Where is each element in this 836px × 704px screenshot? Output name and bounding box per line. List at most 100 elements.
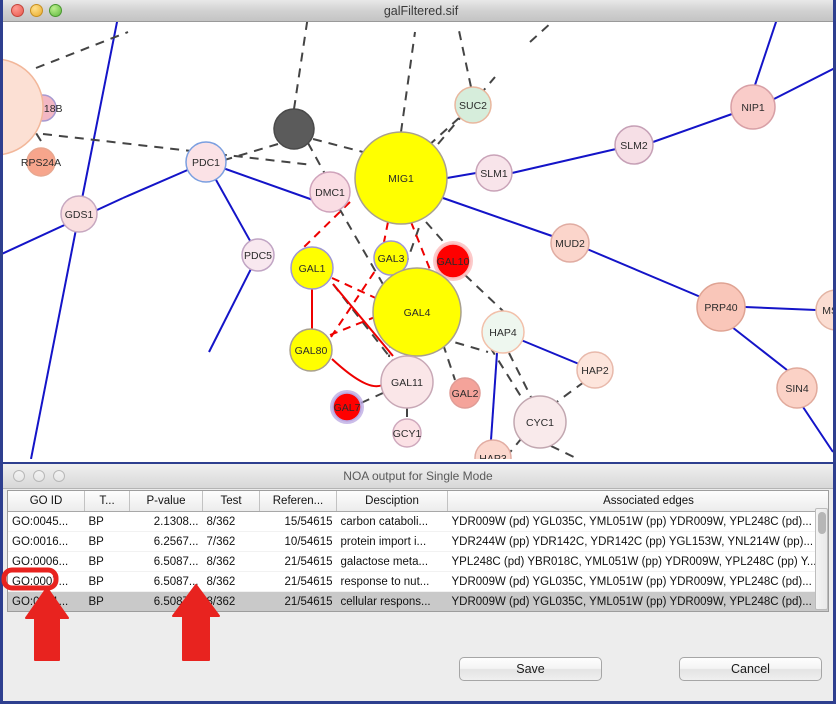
network-node-gal7[interactable]: GAL7 [330, 390, 364, 424]
node-circle[interactable] [481, 310, 525, 354]
scrollbar-thumb[interactable] [818, 512, 826, 534]
minimize-icon[interactable] [33, 470, 45, 482]
node-circle[interactable] [474, 439, 512, 459]
network-node-slm1[interactable]: SLM1 [475, 154, 513, 192]
table-body: GO:0045... BP 2.1308... 8/362 15/54615 carbon… [8, 511, 829, 613]
network-node-suc2[interactable]: SUC2 [454, 86, 492, 124]
network-node-hap4[interactable]: HAP4 [481, 310, 525, 354]
network-node-hap2[interactable]: HAP2 [576, 351, 614, 389]
node-circle[interactable] [289, 328, 333, 372]
network-node-gal3[interactable]: GAL3 [373, 240, 409, 276]
node-circle[interactable] [354, 131, 448, 225]
node-label: SUC2 [459, 100, 487, 112]
table-row[interactable]: GO:0006... BP 6.5087... 8/362 21/54615 galact… [8, 551, 828, 572]
network-node-pdc1[interactable]: PDC1 [185, 141, 227, 183]
cell-go-id: GO:0006... [8, 551, 85, 572]
network-node-unlabeled[interactable] [3, 58, 44, 156]
network-node-pdc5[interactable]: PDC5 [241, 238, 275, 272]
column-header-go-id[interactable]: GO ID [8, 491, 85, 512]
node-label: GCY1 [393, 428, 422, 440]
network-node-dmc1[interactable]: DMC1 [309, 171, 351, 213]
node-circle[interactable] [454, 86, 492, 124]
node-circle[interactable] [614, 125, 654, 165]
table-vertical-scrollbar[interactable] [815, 508, 828, 610]
node-circle[interactable] [332, 392, 362, 422]
network-node-gcy1[interactable]: GCY1 [392, 418, 422, 448]
column-header-test[interactable]: Test [202, 491, 260, 512]
node-circle[interactable] [273, 108, 315, 150]
node-circle[interactable] [776, 367, 818, 409]
node-circle[interactable] [309, 171, 351, 213]
window-title-bar[interactable]: galFiltered.sif [3, 0, 833, 22]
node-circle[interactable] [435, 243, 471, 279]
table-row[interactable]: GO:0007... BP 6.5087... 8/362 21/54615 respon… [8, 571, 828, 592]
noa-dialog-title-bar[interactable]: NOA output for Single Mode [3, 464, 833, 489]
cell-description: biological regul... [337, 612, 448, 613]
node-layer[interactable]: RPL18BRPS24AGDS1PDC1PDC5DMC1MIG1SUC2SLM1… [3, 58, 833, 459]
close-icon[interactable] [13, 470, 25, 482]
window-controls [11, 4, 62, 17]
node-circle[interactable] [380, 355, 434, 409]
node-circle[interactable] [730, 84, 776, 130]
network-node-unlabeled[interactable] [273, 108, 315, 150]
node-circle[interactable] [392, 418, 422, 448]
node-circle[interactable] [26, 147, 56, 177]
node-circle[interactable] [815, 289, 833, 331]
cell-reference: 21/54615 [259, 571, 337, 592]
column-header-reference[interactable]: Referen... [259, 491, 337, 512]
column-header-description[interactable]: Desciption [336, 491, 448, 512]
node-label: MUD2 [555, 238, 585, 250]
results-table-container[interactable]: GO ID T... P-value Test Referen... Desci… [7, 490, 829, 612]
table-row[interactable]: GO:0031... BP 6.5087... 8/362 21/54615 cellul… [8, 591, 828, 611]
node-circle[interactable] [60, 195, 98, 233]
minimize-icon[interactable] [30, 4, 43, 17]
column-header-p-value[interactable]: P-value [129, 491, 203, 512]
network-node-cyc1[interactable]: CYC1 [513, 395, 567, 449]
column-header-associated-edges[interactable]: Associated edges [447, 491, 828, 512]
network-node-sin4[interactable]: SIN4 [776, 367, 818, 409]
network-node-gal11[interactable]: GAL11 [380, 355, 434, 409]
node-circle[interactable] [696, 282, 746, 332]
column-header-type[interactable]: T... [84, 491, 130, 512]
maximize-icon[interactable] [53, 470, 65, 482]
node-circle[interactable] [185, 141, 227, 183]
maximize-icon[interactable] [49, 4, 62, 17]
network-node-msl5[interactable]: MSL5 [815, 289, 833, 331]
network-node-hap3[interactable]: HAP3 [474, 439, 512, 459]
cancel-button[interactable]: Cancel [679, 657, 822, 681]
network-node-mig1[interactable]: MIG1 [354, 131, 448, 225]
table-row[interactable]: GO:0016... BP 6.2567... 7/362 10/54615 protei… [8, 531, 828, 552]
close-icon[interactable] [11, 4, 24, 17]
network-canvas[interactable]: RPL18BRPS24AGDS1PDC1PDC5DMC1MIG1SUC2SLM1… [3, 22, 833, 459]
network-node-nip1[interactable]: NIP1 [730, 84, 776, 130]
node-circle[interactable] [550, 223, 590, 263]
table-row[interactable]: GO:0065...BP8.0614...94/3627260/54...bio… [8, 612, 829, 613]
node-circle[interactable] [373, 240, 409, 276]
table-row[interactable]: GO:0045... BP 2.1308... 8/362 15/54615 carbon… [8, 511, 828, 532]
network-node-gds1[interactable]: GDS1 [60, 195, 98, 233]
cell-type: BP [84, 591, 130, 611]
node-circle[interactable] [449, 377, 481, 409]
network-node-gal2[interactable]: GAL2 [449, 377, 481, 409]
cell-p-value: 6.5087... [129, 571, 203, 592]
cell-type: BP [84, 551, 130, 572]
network-node-gal80[interactable]: GAL80 [289, 328, 333, 372]
network-node-mud2[interactable]: MUD2 [550, 223, 590, 263]
node-circle[interactable] [241, 238, 275, 272]
save-button[interactable]: Save [459, 657, 602, 681]
node-circle[interactable] [513, 395, 567, 449]
cell-go-id: GO:0045... [8, 511, 85, 532]
network-node-rps24a[interactable]: RPS24A [21, 147, 61, 177]
node-circle[interactable] [3, 58, 44, 156]
node-label: CYC1 [526, 417, 554, 429]
network-node-gal10[interactable]: GAL10 [433, 241, 473, 281]
cell-associated-edges: YPL248C (pd) YBR018C, YML051W (pp) YDR00… [447, 551, 828, 572]
node-circle[interactable] [290, 246, 334, 290]
network-node-prp40[interactable]: PRP40 [696, 282, 746, 332]
node-circle[interactable] [576, 351, 614, 389]
network-node-slm2[interactable]: SLM2 [614, 125, 654, 165]
network-node-gal1[interactable]: GAL1 [290, 246, 334, 290]
node-circle[interactable] [372, 267, 462, 357]
network-node-gal4[interactable]: GAL4 [372, 267, 462, 357]
node-circle[interactable] [475, 154, 513, 192]
